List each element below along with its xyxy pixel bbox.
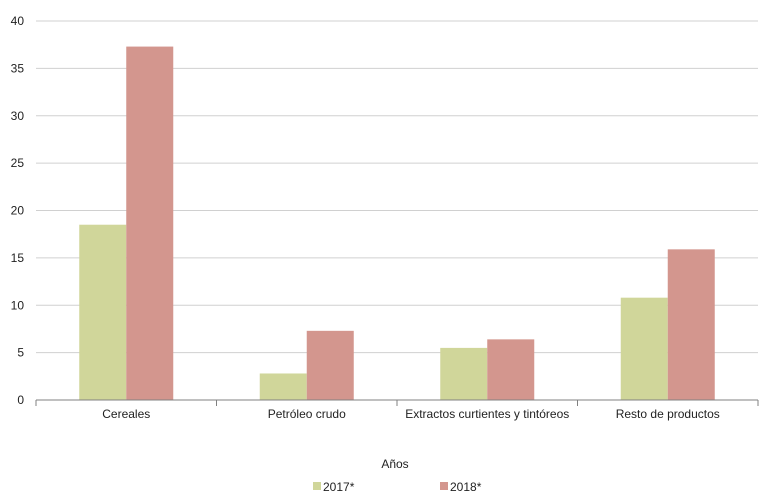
x-tick-label-2: Extractos curtientes y tintóreos xyxy=(405,407,569,421)
x-axis-title: Años xyxy=(381,457,408,471)
y-tick-label-15: 15 xyxy=(11,251,25,265)
legend-label-1: 2018* xyxy=(450,480,482,494)
x-tick-label-0: Cereales xyxy=(102,407,150,421)
axes xyxy=(35,399,759,406)
bar-2017-3 xyxy=(620,297,668,400)
bar-2018-2 xyxy=(487,339,535,400)
y-tick-label-10: 10 xyxy=(11,298,25,312)
tick-labels: 0 5 10 15 20 25 30 35 40 Cereales Petróleo crudo Ex… xyxy=(11,14,720,421)
bar-2017-0 xyxy=(79,224,127,400)
legend-swatch-1 xyxy=(440,482,448,490)
x-tick-label-3: Resto de productos xyxy=(616,407,720,421)
legend-label-0: 2017* xyxy=(323,480,355,494)
legend: 2017* 2018* xyxy=(313,480,482,494)
y-tick-label-40: 40 xyxy=(11,14,25,28)
y-tick-label-0: 0 xyxy=(17,393,24,407)
x-tick-label-1: Petróleo crudo xyxy=(268,407,346,421)
y-tick-label-30: 30 xyxy=(11,109,25,123)
bar-2017-1 xyxy=(259,373,307,400)
bar-2017-2 xyxy=(440,347,488,400)
bar-2018-3 xyxy=(667,249,715,400)
y-tick-label-25: 25 xyxy=(11,156,25,170)
y-tick-label-35: 35 xyxy=(11,61,25,75)
bar-2018-0 xyxy=(126,46,174,401)
bars xyxy=(79,46,715,401)
y-tick-label-20: 20 xyxy=(11,204,25,218)
legend-swatch-0 xyxy=(313,482,321,490)
y-tick-label-5: 5 xyxy=(17,346,24,360)
bar-2018-1 xyxy=(306,330,354,400)
